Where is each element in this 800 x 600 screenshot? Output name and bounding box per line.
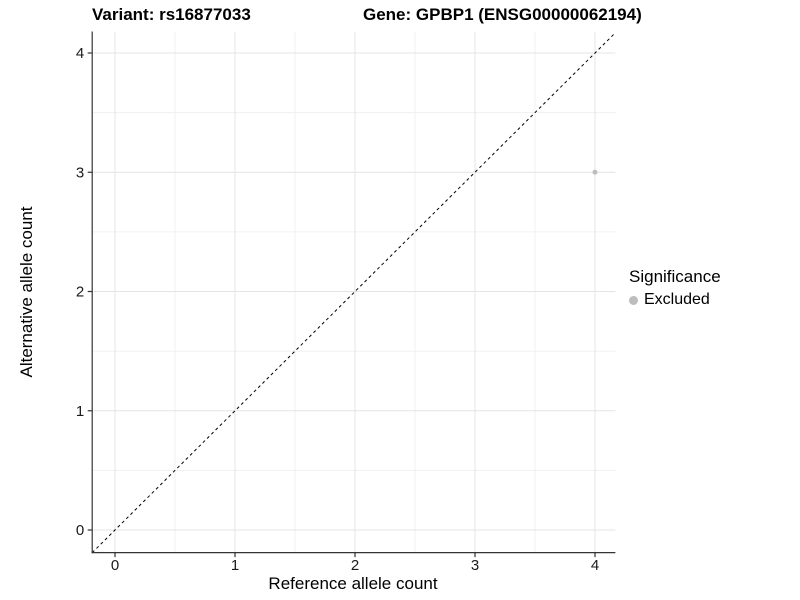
x-axis-title: Reference allele count <box>268 574 438 593</box>
legend-item: Excluded <box>629 291 721 309</box>
y-tick-label: 3 <box>76 164 84 181</box>
data-point <box>592 169 598 175</box>
identity-line <box>91 32 616 554</box>
y-tick-label: 0 <box>76 522 84 539</box>
x-tick-label: 3 <box>471 557 479 574</box>
y-tick-label: 1 <box>76 403 84 420</box>
plot-title-variant: Variant: rs16877033 <box>92 5 251 24</box>
x-tick-label: 1 <box>231 557 239 574</box>
y-tick-label: 4 <box>76 45 84 62</box>
y-tick-label: 2 <box>76 284 84 301</box>
legend: Significance Excluded <box>629 267 721 309</box>
x-tick-label: 2 <box>351 557 359 574</box>
x-tick-label: 0 <box>111 557 119 574</box>
legend-item-label: Excluded <box>644 291 710 308</box>
legend-items: Excluded <box>629 291 721 309</box>
legend-key-dot <box>629 295 638 305</box>
plot-title-gene: Gene: GPBP1 (ENSG00000062194) <box>363 5 642 24</box>
x-tick-label: 4 <box>591 557 599 574</box>
legend-title: Significance <box>629 267 721 286</box>
y-axis-title: Alternative allele count <box>17 206 36 378</box>
plot-panel: 0 1 2 3 4 0 1 2 3 4 <box>76 31 616 574</box>
